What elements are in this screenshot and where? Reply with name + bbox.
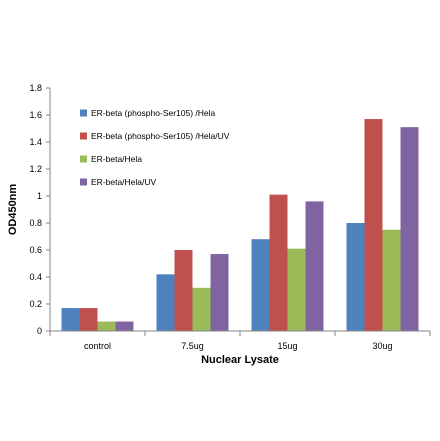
legend-label: ER-beta/Hela/UV (91, 177, 157, 187)
x-tick-label: 7.5ug (181, 341, 204, 351)
y-tick-label: 1.4 (29, 137, 42, 147)
legend-swatch (80, 132, 87, 140)
x-tick-label: 30ug (372, 341, 392, 351)
legend: ER-beta (phospho-Ser105) /Hela ER-beta (p… (80, 108, 230, 187)
bar (156, 274, 175, 331)
legend-swatch (80, 109, 87, 117)
bars (61, 119, 419, 332)
bar (382, 229, 401, 331)
bar (364, 119, 383, 331)
y-tick-label: 0.6 (29, 245, 42, 255)
bar (174, 250, 193, 331)
y-tick-label: 1.8 (29, 83, 42, 93)
y-axis-ticks: 0 0.2 0.4 0.6 0.8 1 1.2 1.4 1.6 1.8 (29, 83, 50, 336)
bar (192, 287, 211, 331)
x-tick-label: control (84, 341, 111, 351)
bar (115, 321, 134, 331)
legend-label: ER-beta (phospho-Ser105) /Hela/UV (91, 131, 230, 141)
legend-swatch (80, 155, 87, 163)
bar (251, 239, 270, 331)
y-tick-label: 1.6 (29, 110, 42, 120)
bar (210, 254, 229, 331)
x-tick-label: 15ug (277, 341, 297, 351)
legend-label: ER-beta (phospho-Ser105) /Hela (91, 108, 216, 118)
y-tick-label: 0 (37, 326, 42, 336)
x-axis-title: Nuclear Lysate (201, 354, 279, 366)
bar (61, 308, 80, 331)
bar (269, 194, 288, 331)
y-tick-label: 0.4 (29, 272, 42, 282)
y-axis-title: OD450nm (7, 184, 19, 236)
y-tick-label: 1.2 (29, 164, 42, 174)
bar (305, 201, 324, 331)
y-tick-label: 1 (37, 191, 42, 201)
bar (400, 127, 419, 332)
bar (346, 223, 365, 331)
bar (79, 308, 98, 331)
bar (287, 248, 306, 331)
bar (97, 321, 116, 331)
legend-label: ER-beta/Hela (91, 154, 142, 164)
legend-swatch (80, 178, 87, 186)
y-tick-label: 0.8 (29, 218, 42, 228)
x-axis-ticks: control 7.5ug 15ug 30ug (49, 331, 431, 351)
y-tick-label: 0.2 (29, 299, 42, 309)
